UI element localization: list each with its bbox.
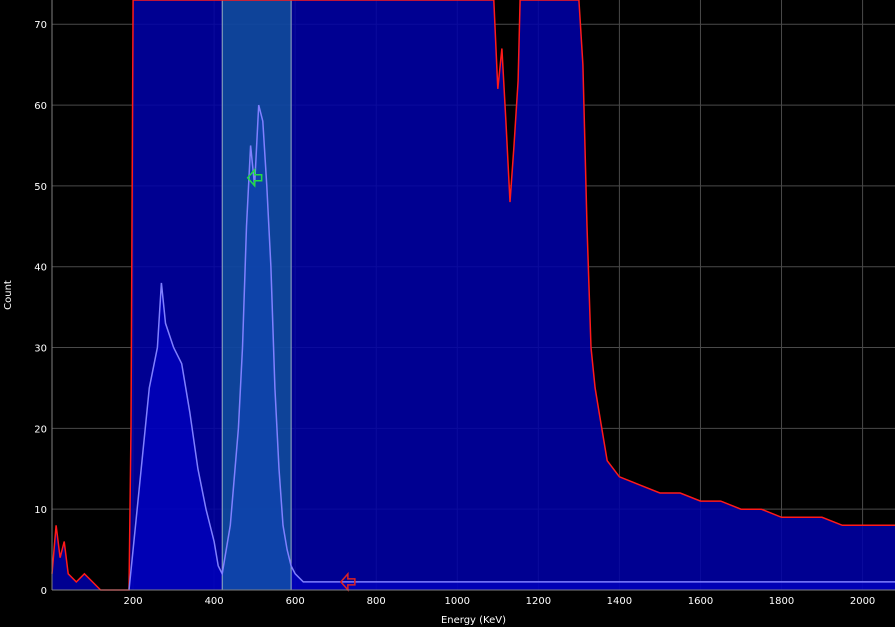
x-tick-label: 800 bbox=[367, 596, 386, 607]
green-arrow-icon bbox=[246, 167, 263, 188]
series-fill-2 bbox=[129, 105, 895, 590]
y-tick-label: 20 bbox=[34, 424, 47, 435]
series-lines bbox=[51, 0, 895, 591]
x-tick-label: 1600 bbox=[688, 596, 713, 607]
x-tick-label: 1400 bbox=[607, 596, 632, 607]
red-arrow-icon bbox=[339, 571, 356, 592]
y-tick-label: 70 bbox=[34, 20, 47, 31]
x-tick-label: 1200 bbox=[526, 596, 551, 607]
markers bbox=[246, 167, 356, 592]
y-tick-label: 30 bbox=[34, 344, 47, 355]
y-tick-label: 10 bbox=[34, 505, 47, 516]
series-line-2 bbox=[128, 104, 895, 591]
y-axis-title: Count bbox=[3, 280, 14, 310]
y-tick-label: 50 bbox=[34, 182, 47, 193]
y-tick-label: 40 bbox=[34, 263, 47, 274]
series-line-1 bbox=[51, 0, 895, 591]
x-axis-title: Energy (KeV) bbox=[441, 615, 506, 626]
x-tick-label: 2000 bbox=[850, 596, 875, 607]
x-tick-label: 400 bbox=[205, 596, 224, 607]
y-tick-label: 0 bbox=[41, 586, 47, 597]
y-tick-label: 60 bbox=[34, 101, 47, 112]
x-tick-label: 200 bbox=[124, 596, 143, 607]
x-tick-label: 1000 bbox=[445, 596, 470, 607]
axes bbox=[51, 0, 895, 591]
x-tick-label: 1800 bbox=[769, 596, 794, 607]
x-tick-label: 600 bbox=[286, 596, 305, 607]
tick-labels: 200 400 600 800 1000 1200 1400 1600 1800 2000 0 10 2… bbox=[34, 20, 875, 607]
